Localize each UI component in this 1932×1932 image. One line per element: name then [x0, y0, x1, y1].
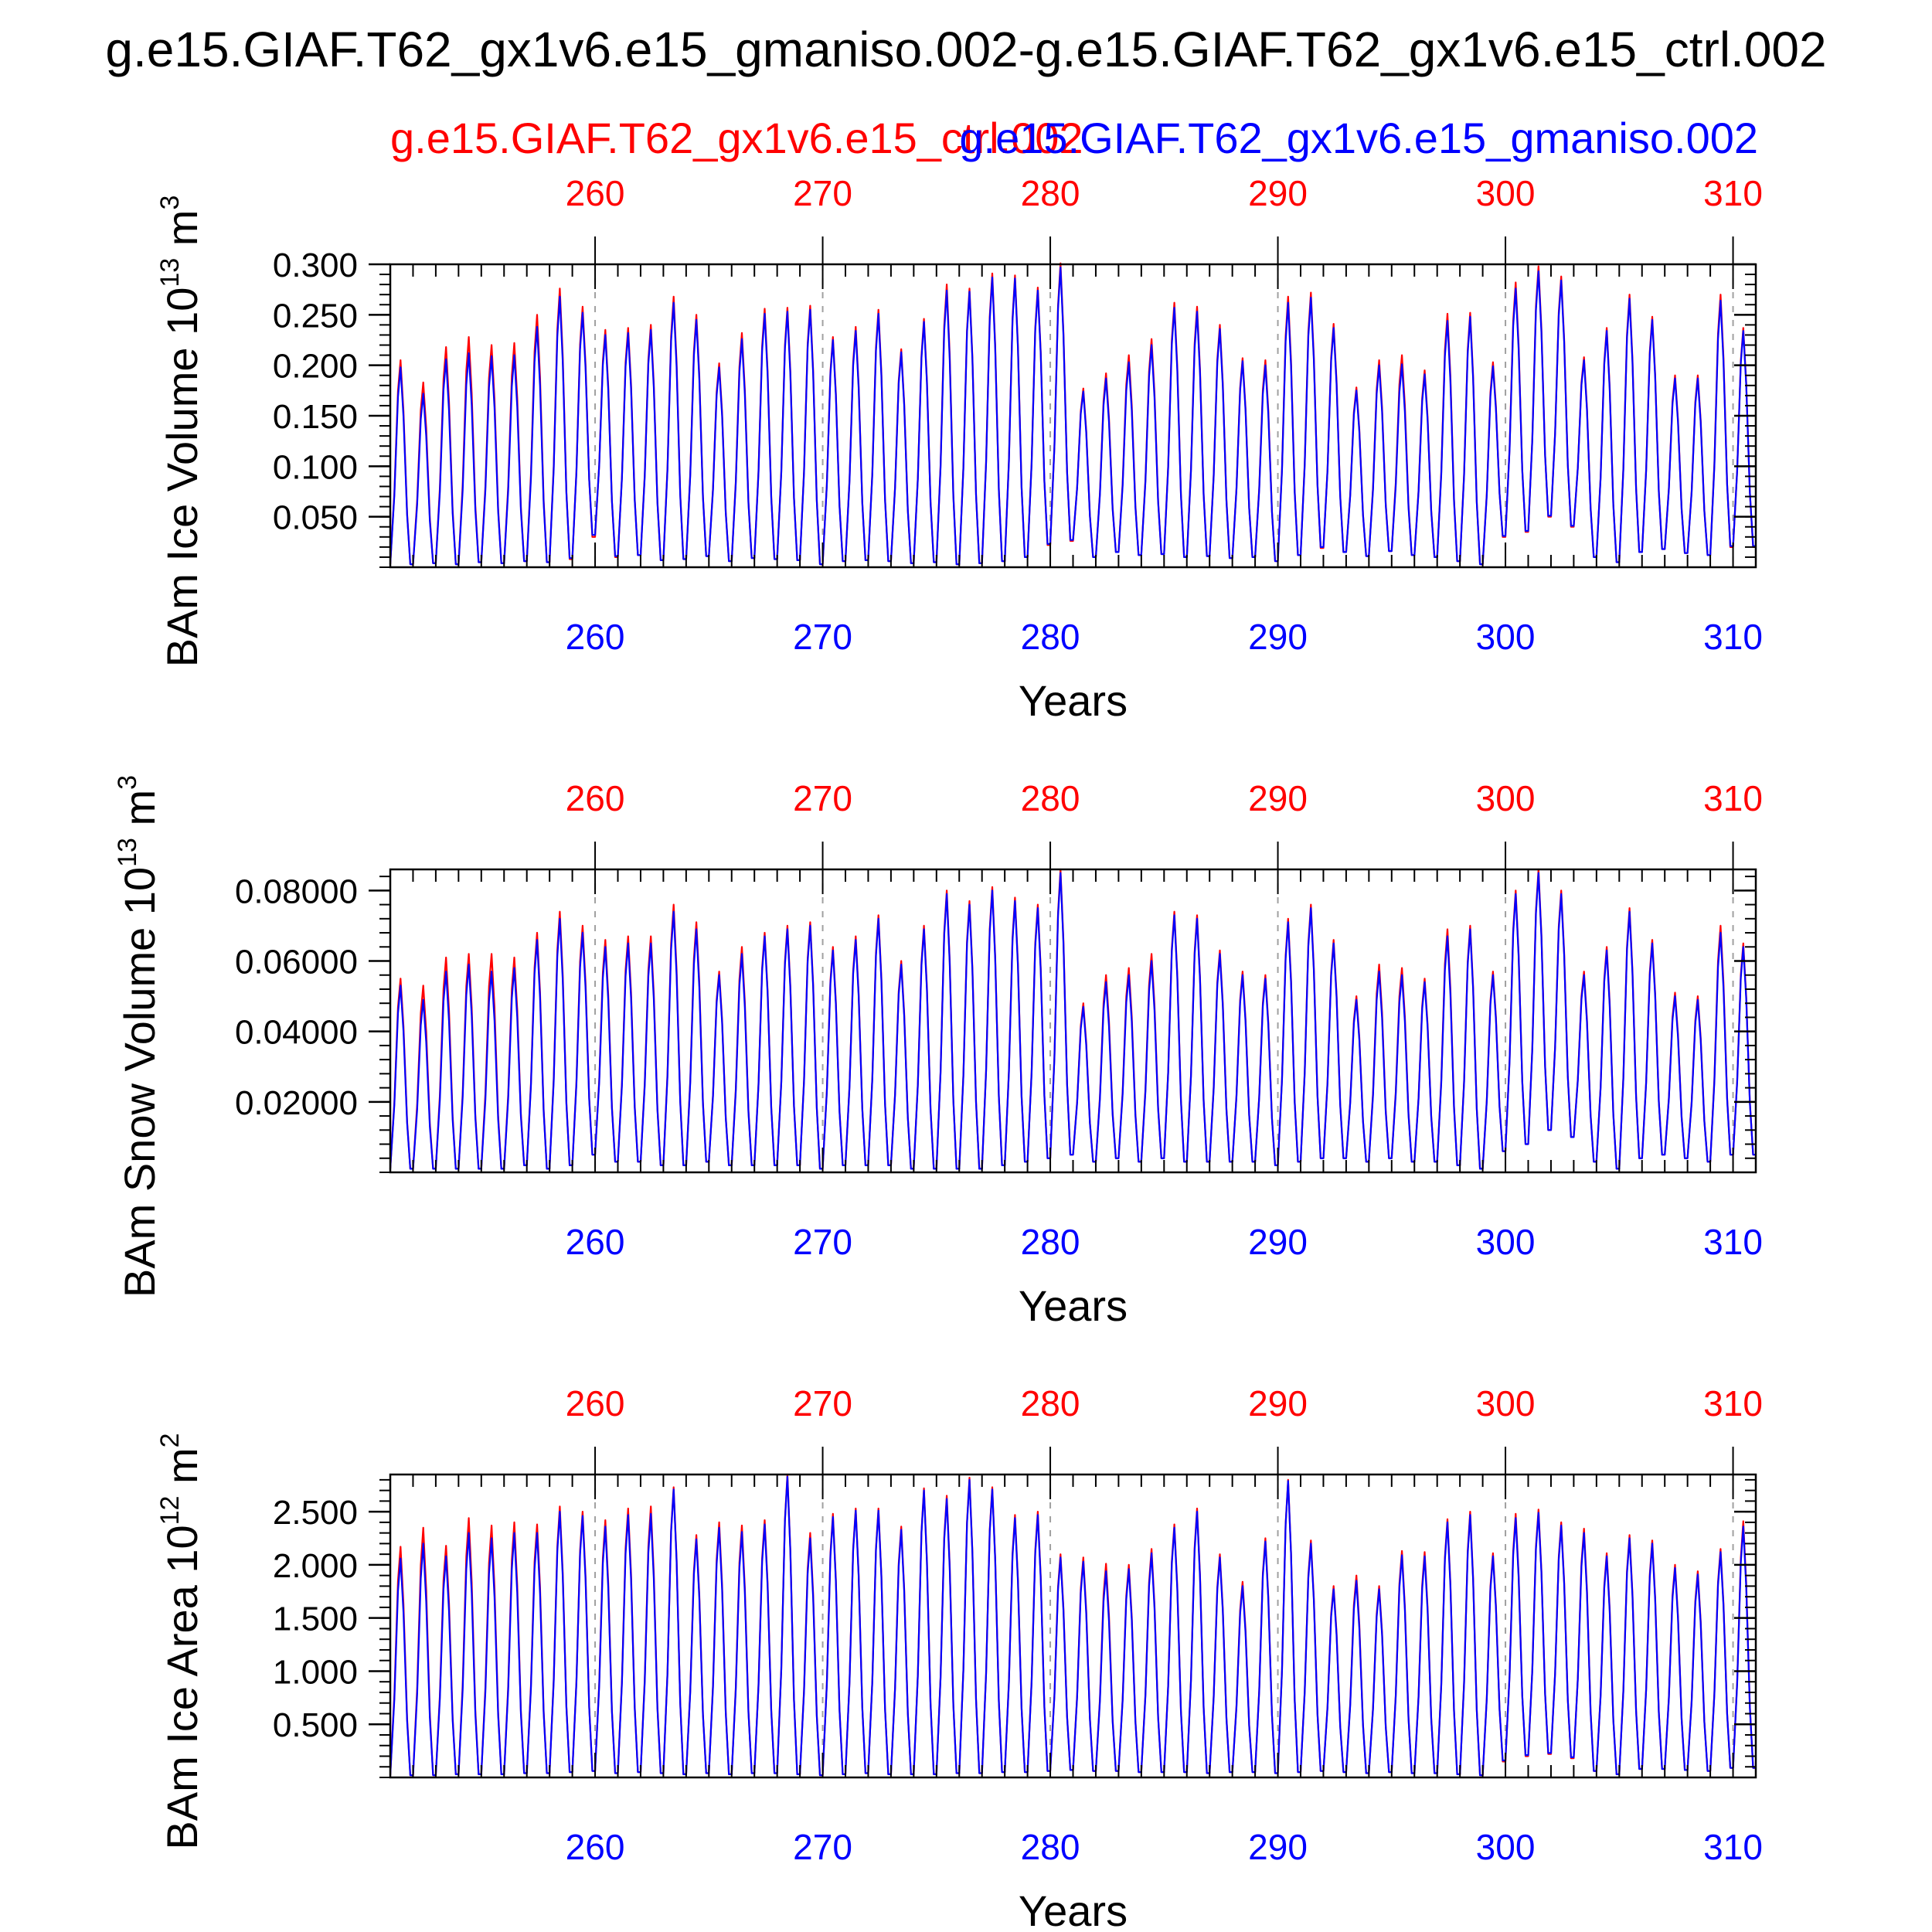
x-axis-label: Years — [1019, 1281, 1128, 1330]
y-axis-label-exponent: 13 — [155, 258, 185, 287]
x-tick-label-bottom: 260 — [566, 1827, 625, 1867]
x-tick-label-bottom: 270 — [793, 1222, 852, 1262]
y-tick-label: 0.300 — [273, 247, 358, 284]
x-tick-label-bottom: 260 — [566, 617, 625, 657]
y-tick-label: 0.250 — [273, 297, 358, 335]
x-axis-label: Years — [1019, 676, 1128, 725]
y-tick-label: 0.150 — [273, 398, 358, 436]
x-tick-label-bottom: 280 — [1021, 617, 1080, 657]
figure-title: g.e15.GIAF.T62_gx1v6.e15_gmaniso.002-g.e… — [105, 22, 1826, 77]
y-axis-label-text: BAm Ice Volume 10 — [158, 287, 206, 668]
x-tick-label-top: 300 — [1476, 173, 1536, 213]
chart-panel-snow_volume: 260 260 270 270 280 280 290 290 300 300 310 310 0.02… — [113, 775, 1763, 1330]
x-tick-label-bottom: 270 — [793, 1827, 852, 1867]
x-tick-label-top: 260 — [566, 1383, 625, 1423]
x-tick-label-bottom: 310 — [1703, 617, 1763, 657]
y-axis-label-unit: m — [158, 210, 206, 258]
y-axis-label: BAm Snow Volume 1013 m3 — [113, 775, 164, 1298]
x-tick-label-bottom: 310 — [1703, 1222, 1763, 1262]
y-axis-label: BAm Ice Volume 1013 m3 — [155, 196, 206, 668]
y-axis-label-exponent: 12 — [155, 1496, 185, 1526]
y-tick-label: 0.04000 — [235, 1014, 358, 1052]
legend-gmaniso-label: g.e15.GIAF.T62_gx1v6.e15_gmaniso.002 — [959, 114, 1758, 162]
x-tick-label-top: 290 — [1248, 1383, 1308, 1423]
x-tick-label-top: 290 — [1248, 173, 1308, 213]
y-axis-label-text: BAm Snow Volume 10 — [115, 867, 164, 1298]
x-tick-label-top: 270 — [793, 778, 852, 818]
x-tick-label-bottom: 280 — [1021, 1827, 1080, 1867]
y-axis-label-unit: m — [115, 790, 164, 838]
x-tick-label-top: 280 — [1021, 173, 1080, 213]
y-tick-label: 0.02000 — [235, 1084, 358, 1122]
y-axis-label-unit-exponent: 3 — [155, 196, 185, 210]
x-tick-label-top: 260 — [566, 778, 625, 818]
x-tick-label-top: 260 — [566, 173, 625, 213]
y-tick-label: 0.200 — [273, 348, 358, 386]
y-tick-label: 2.000 — [273, 1547, 358, 1585]
x-tick-label-bottom: 300 — [1476, 617, 1536, 657]
x-tick-label-top: 290 — [1248, 778, 1308, 818]
y-tick-label: 1.000 — [273, 1653, 358, 1691]
panels-group: 260 260 270 270 280 280 290 290 300 300 310 310 0.05… — [113, 173, 1763, 1932]
chart-panel-ice_area: 260 260 270 270 280 280 290 290 300 300 310 310 0.50… — [155, 1383, 1763, 1932]
x-tick-label-top: 270 — [793, 173, 852, 213]
x-tick-label-bottom: 280 — [1021, 1222, 1080, 1262]
y-axis-label-unit-exponent: 2 — [155, 1433, 185, 1447]
x-tick-label-bottom: 300 — [1476, 1222, 1536, 1262]
x-tick-label-bottom: 290 — [1248, 1222, 1308, 1262]
x-tick-label-top: 300 — [1476, 778, 1536, 818]
x-tick-label-top: 310 — [1703, 778, 1763, 818]
chart-panel-ice_volume: 260 260 270 270 280 280 290 290 300 300 310 310 0.05… — [155, 173, 1763, 725]
legend-ctrl-label: g.e15.GIAF.T62_gx1v6.e15_ctrl.002 — [390, 114, 1083, 162]
y-axis-label-unit: m — [158, 1447, 206, 1495]
x-tick-label-top: 310 — [1703, 1383, 1763, 1423]
x-tick-label-bottom: 290 — [1248, 1827, 1308, 1867]
y-tick-label: 1.500 — [273, 1600, 358, 1638]
x-tick-label-bottom: 300 — [1476, 1827, 1536, 1867]
x-tick-label-bottom: 260 — [566, 1222, 625, 1262]
x-tick-label-top: 310 — [1703, 173, 1763, 213]
x-tick-label-bottom: 310 — [1703, 1827, 1763, 1867]
y-tick-label: 0.050 — [273, 499, 358, 537]
y-tick-label: 0.500 — [273, 1706, 358, 1744]
y-axis-label: BAm Ice Area 1012 m2 — [155, 1433, 206, 1849]
y-tick-label: 0.100 — [273, 448, 358, 486]
x-tick-label-bottom: 290 — [1248, 617, 1308, 657]
x-tick-label-top: 280 — [1021, 778, 1080, 818]
x-tick-label-top: 300 — [1476, 1383, 1536, 1423]
y-axis-label-text: BAm Ice Area 10 — [158, 1525, 206, 1849]
x-tick-label-bottom: 270 — [793, 617, 852, 657]
x-axis-label: Years — [1019, 1886, 1128, 1932]
x-tick-label-top: 280 — [1021, 1383, 1080, 1423]
y-axis-label-unit-exponent: 3 — [113, 775, 142, 790]
y-tick-label: 0.08000 — [235, 872, 358, 910]
y-tick-label: 0.06000 — [235, 944, 358, 981]
y-tick-label: 2.500 — [273, 1494, 358, 1532]
y-axis-label-exponent: 13 — [113, 838, 142, 867]
x-tick-label-top: 270 — [793, 1383, 852, 1423]
